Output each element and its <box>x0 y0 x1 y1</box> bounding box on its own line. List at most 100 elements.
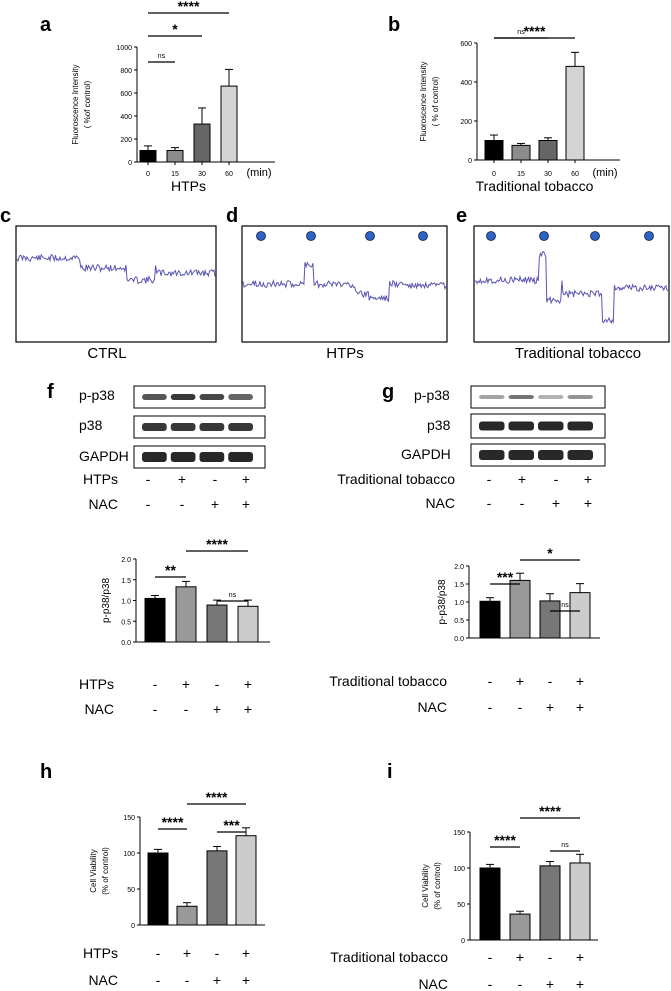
trace-panel-c: CTRL <box>15 225 217 362</box>
bar <box>569 592 591 639</box>
treatment-sign: + <box>546 976 554 991</box>
trace-label-tobacco: Traditional tobacco <box>515 345 641 362</box>
bar <box>147 852 169 926</box>
treatment-sign: - <box>548 673 553 689</box>
blot-band <box>199 452 225 462</box>
sign: - <box>146 471 151 487</box>
treatment-sign: - <box>185 972 190 988</box>
trace-label-ctrl: CTRL <box>87 345 126 362</box>
bar <box>484 140 504 161</box>
bar <box>206 604 228 643</box>
y-tick-label: 50 <box>457 902 465 909</box>
sign: + <box>242 471 250 487</box>
y-tick-label: 100 <box>453 866 465 873</box>
treatment-sign: - <box>548 949 553 965</box>
y-tick-label: 100 <box>123 851 135 858</box>
y-tick-label: 0.0 <box>121 640 131 647</box>
y-tick-label: 0 <box>128 160 132 167</box>
significance-label: ** <box>165 562 176 578</box>
row-label: NAC <box>418 976 448 991</box>
trace-frame-d <box>241 225 448 343</box>
blot-bands-g <box>470 385 606 467</box>
bar <box>539 865 561 941</box>
sign: + <box>211 496 219 512</box>
row-label-nac: NAC <box>88 496 118 512</box>
blot-band <box>142 423 167 431</box>
blot-label-p38: p38 <box>79 417 103 433</box>
y-tick-label: 1000 <box>116 45 132 52</box>
significance-label: *** <box>497 569 514 585</box>
treatment-sign: - <box>518 699 523 715</box>
stimulus-marker <box>256 231 266 241</box>
treatment-signs-g: - + - + - - + + <box>487 471 592 511</box>
blot-band <box>170 394 196 400</box>
y-axis-label: p-p38/p38 <box>101 578 112 623</box>
sign: - <box>487 495 492 511</box>
blot-band <box>538 450 564 460</box>
blot-band <box>228 423 253 431</box>
y-tick-label: 200 <box>120 137 132 144</box>
blot-band <box>567 421 593 431</box>
y-tick-label: 600 <box>460 41 472 48</box>
y-tick-label: 0 <box>468 158 472 165</box>
x-tick-label: 30 <box>198 171 206 178</box>
bar <box>479 867 501 941</box>
trace-panel-d: HTPs <box>241 225 448 362</box>
treatment-sign: - <box>488 673 493 689</box>
blot-band <box>479 421 505 431</box>
treatment-sign: - <box>215 676 220 692</box>
significance-label: ns <box>229 592 237 599</box>
panel-letter-f: f <box>47 381 54 403</box>
y-tick-label: 2.0 <box>121 557 131 564</box>
chart-h: 0 50 100 150 Cell Viability (% of control) ***… <box>83 789 265 988</box>
blot-band <box>228 394 253 400</box>
blot-band <box>479 395 505 399</box>
sign: + <box>178 471 186 487</box>
x-tick-label: 15 <box>517 171 525 178</box>
sign: - <box>146 496 151 512</box>
bar <box>220 85 238 163</box>
y-axis-label: (% of control) <box>433 862 442 910</box>
treatment-sign: + <box>213 972 221 988</box>
treatment-sign: - <box>156 945 161 961</box>
row-label-tobacco: Traditional tobacco <box>337 471 455 487</box>
trace-frame-c <box>15 225 217 343</box>
x-axis-label: HTPs <box>171 178 206 194</box>
treatment-sign: - <box>153 676 158 692</box>
bar <box>235 835 257 926</box>
sign: + <box>242 496 250 512</box>
y-axis-label: Cell Viability <box>421 864 430 907</box>
x-tick-label: 30 <box>544 171 552 178</box>
bar <box>565 65 585 161</box>
y-tick-label: 200 <box>460 119 472 126</box>
significance-label: **** <box>539 803 561 819</box>
significance-label: ns <box>561 602 569 609</box>
significance-label: ns <box>517 29 525 36</box>
bar <box>538 140 558 161</box>
y-tick-label: 2.0 <box>454 564 464 571</box>
treatment-sign: - <box>488 976 493 991</box>
bar <box>539 600 561 639</box>
sign: + <box>584 495 592 511</box>
stimulus-marker <box>306 231 316 241</box>
panel-letter-d: d <box>226 205 238 227</box>
treatment-sign: + <box>576 673 584 689</box>
x-tick-label: 0 <box>492 171 496 178</box>
y-tick-label: 50 <box>127 887 135 894</box>
treatment-sign: + <box>576 699 584 715</box>
y-tick-label: 0.0 <box>454 636 464 643</box>
blot-band <box>142 452 167 462</box>
stimulus-marker <box>365 231 375 241</box>
x-tick-label: 15 <box>171 171 179 178</box>
stimulus-marker <box>486 231 496 241</box>
blot-band <box>479 450 505 460</box>
bar <box>206 850 228 926</box>
row-label: NAC <box>84 701 114 717</box>
stimulus-markers-d <box>256 231 428 241</box>
significance-label: * <box>172 21 178 37</box>
treatment-sign: + <box>576 949 584 965</box>
treatment-sign: + <box>546 699 554 715</box>
x-tick-label: 60 <box>571 171 579 178</box>
y-tick-label: 1.0 <box>121 599 131 606</box>
